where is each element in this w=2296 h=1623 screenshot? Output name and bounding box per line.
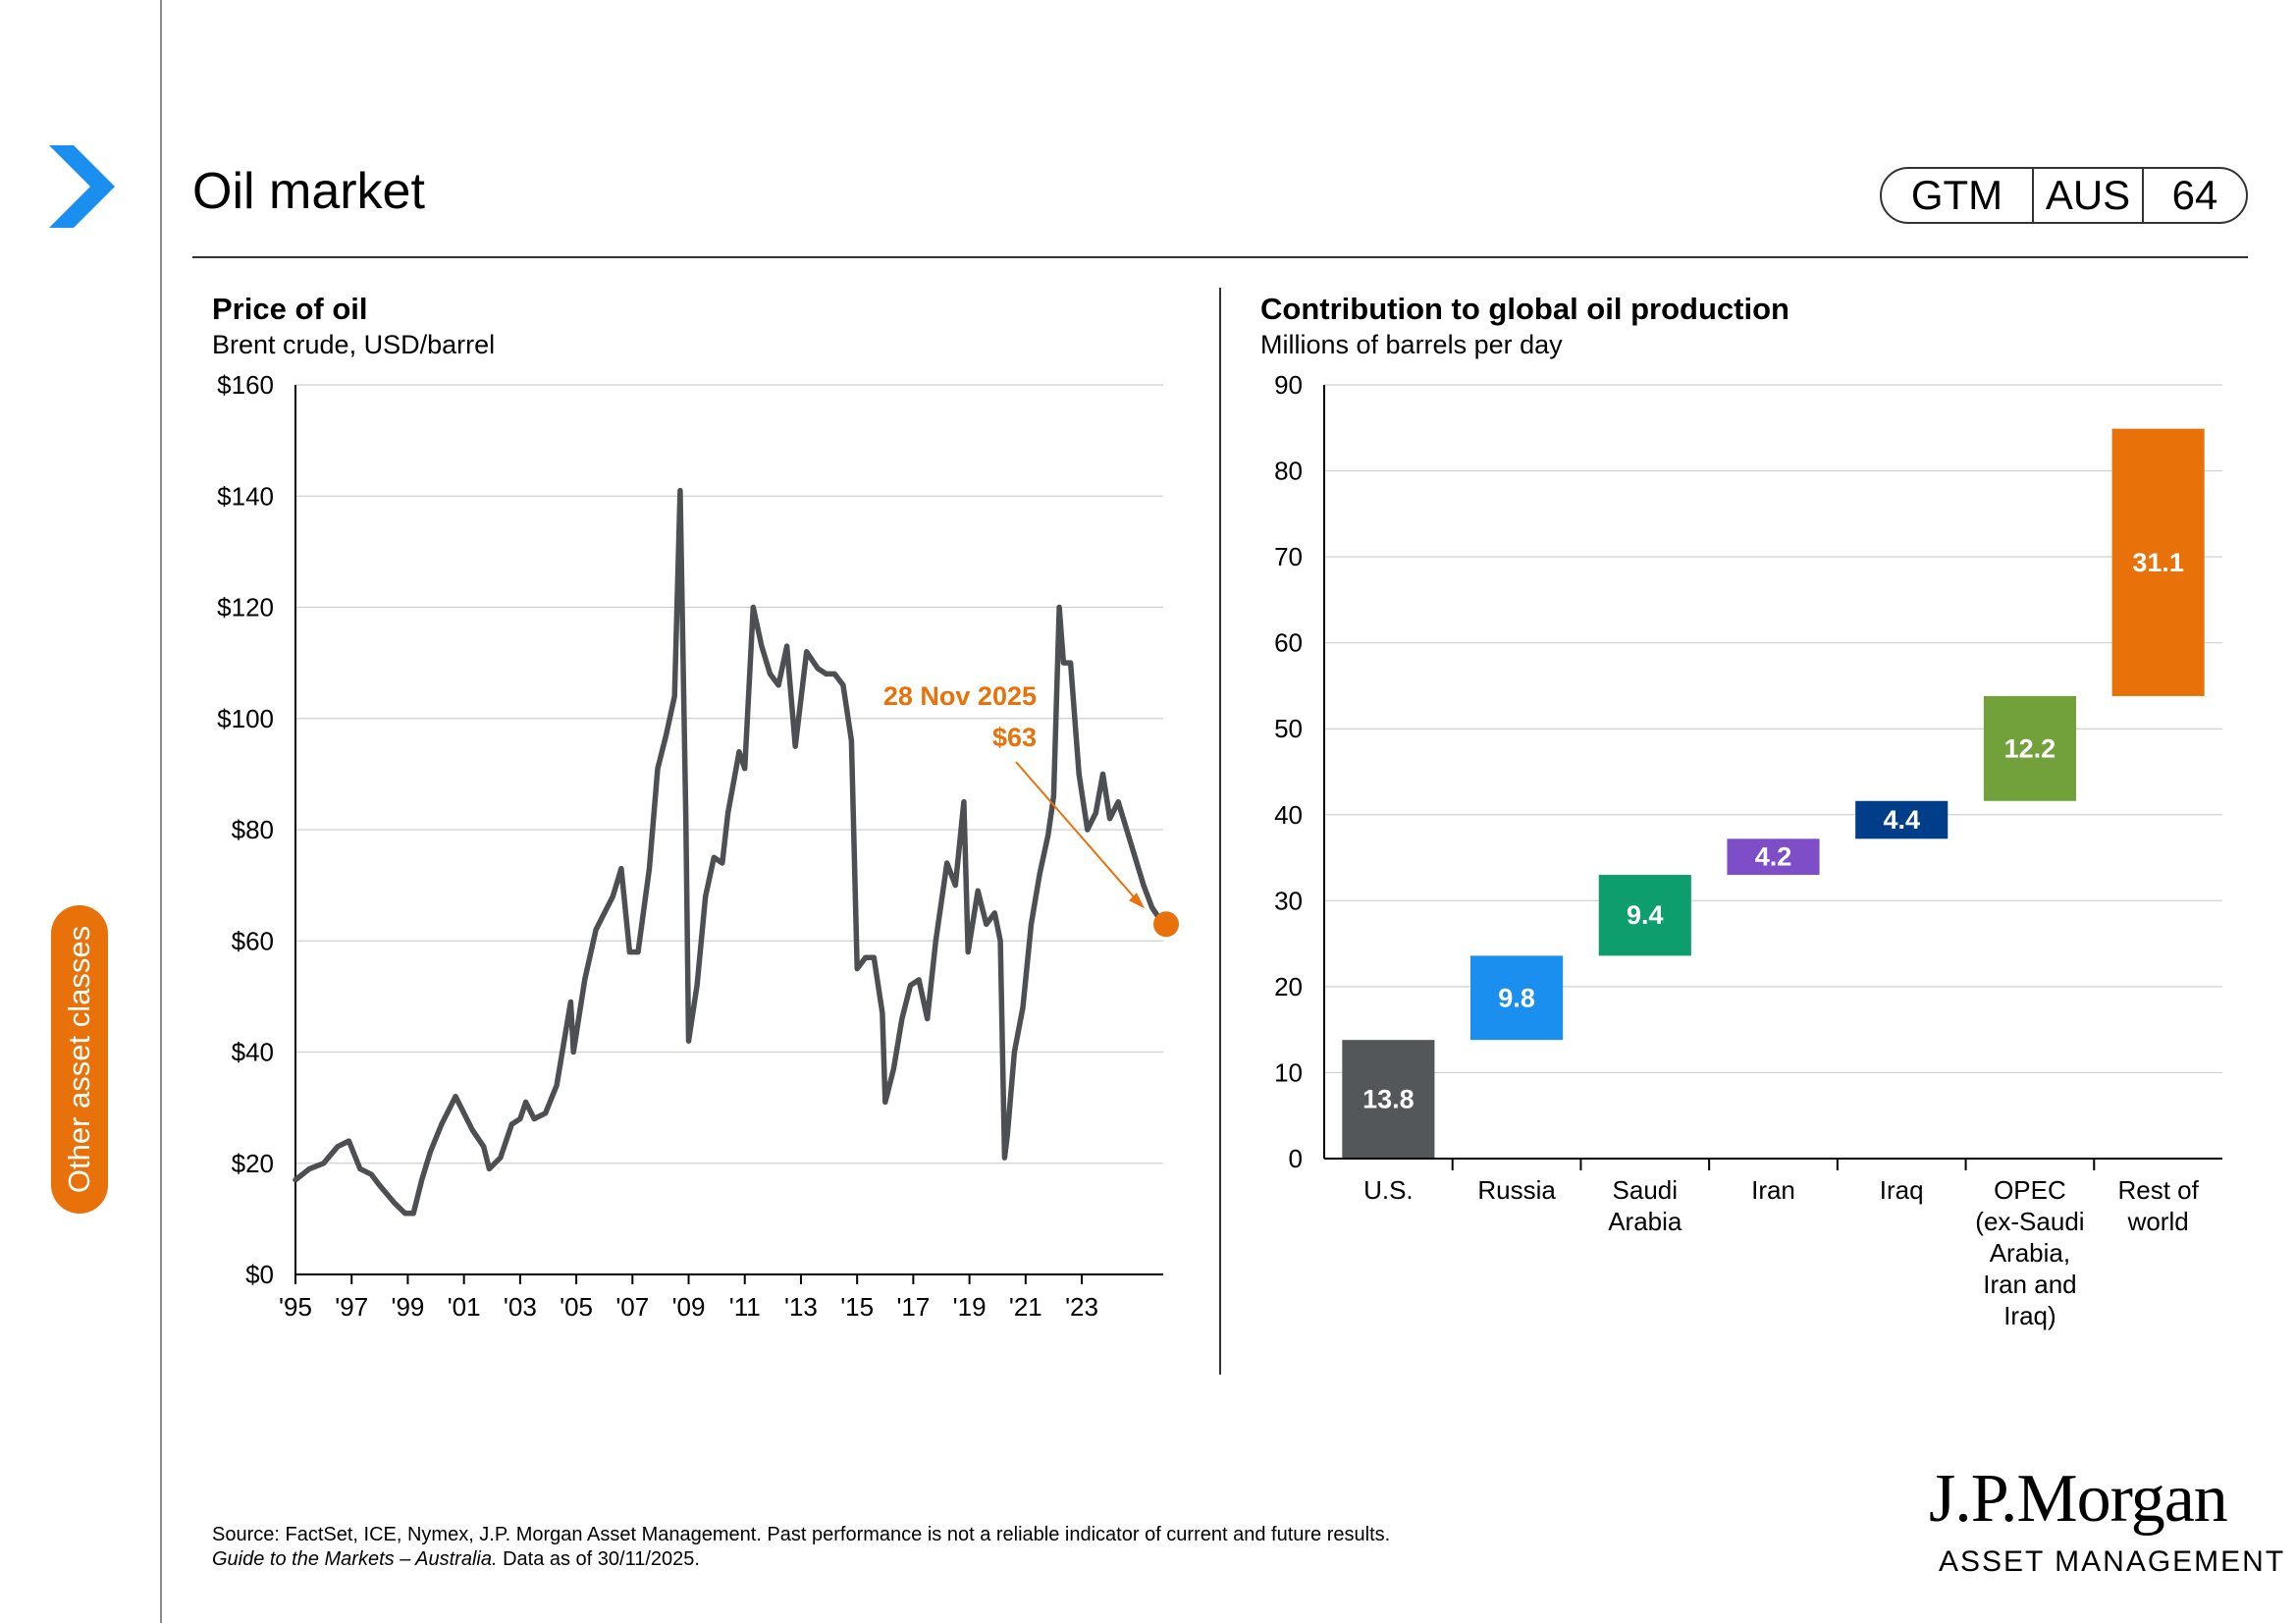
y-tick-label: 10 xyxy=(1274,1057,1303,1087)
x-tick-label: '03 xyxy=(504,1292,537,1322)
x-category-label: Iran xyxy=(1751,1175,1795,1205)
footnote-data-date: Data as of 30/11/2025. xyxy=(497,1548,700,1570)
y-tick-label: 90 xyxy=(1274,370,1303,400)
brent-price-line xyxy=(293,487,1166,1217)
x-category-label: Iran and xyxy=(1983,1270,2076,1299)
latest-price-marker xyxy=(1153,911,1179,938)
x-tick-label: '21 xyxy=(1009,1292,1042,1322)
x-category-label: OPEC xyxy=(1994,1175,2066,1205)
y-tick-label: $0 xyxy=(245,1260,274,1289)
bar-value-label: 9.4 xyxy=(1627,900,1664,930)
y-tick-label: $40 xyxy=(232,1038,274,1067)
footnote-line-1: Source: FactSet, ICE, Nymex, J.P. Morgan… xyxy=(212,1524,1391,1545)
x-tick-label: '01 xyxy=(448,1292,481,1322)
x-category-label: world xyxy=(2127,1207,2189,1236)
price-chart-subtitle: Brent crude, USD/barrel xyxy=(212,330,496,359)
y-tick-label: 20 xyxy=(1274,972,1303,1001)
x-tick-label: '95 xyxy=(279,1292,312,1322)
waterfall-bar xyxy=(1855,800,1949,839)
footnote-publication: Guide to the Markets – Australia. xyxy=(212,1548,498,1570)
side-tab-other-asset-classes[interactable]: Other asset classes xyxy=(51,905,108,1214)
x-tick-label: '23 xyxy=(1065,1292,1098,1322)
y-tick-label: $120 xyxy=(217,593,274,622)
y-tick-label: 80 xyxy=(1274,457,1303,486)
bar-value-label: 12.2 xyxy=(2004,733,2056,763)
page-title: Oil market xyxy=(192,163,425,220)
y-tick-label: $140 xyxy=(217,481,274,511)
x-category-label: Saudi xyxy=(1613,1175,1679,1205)
x-tick-label: '17 xyxy=(896,1292,930,1322)
x-tick-label: '09 xyxy=(672,1292,706,1322)
badge-guide: GTM xyxy=(1882,169,2034,222)
y-tick-label: 40 xyxy=(1274,800,1303,830)
y-tick-label: 0 xyxy=(1289,1144,1303,1173)
oil-production-chart: 0 10 20 30 40 50 60 70 80 90 13.8 U.S. 9.8 Russia 9.4 S… xyxy=(1274,370,2222,1330)
x-tick-label: '07 xyxy=(615,1292,649,1322)
y-tick-label: $80 xyxy=(232,815,274,844)
x-tick-label: '05 xyxy=(560,1292,593,1322)
waterfall-bar xyxy=(1470,955,1564,1041)
bar-value-label: 4.2 xyxy=(1755,842,1792,872)
x-tick-label: '15 xyxy=(840,1292,874,1322)
production-chart-subtitle: Millions of barrels per day xyxy=(1260,330,1563,359)
x-tick-label: '11 xyxy=(729,1292,761,1322)
y-tick-label: $160 xyxy=(217,370,274,400)
waterfall-bar xyxy=(1983,695,2076,801)
annotation-arrow-head xyxy=(1129,893,1145,909)
source-footnote: Source: FactSet, ICE, Nymex, J.P. Morgan… xyxy=(212,1523,1390,1572)
x-category-label: (ex-Saudi xyxy=(1975,1207,2084,1236)
x-category-label: Arabia xyxy=(1608,1207,1682,1236)
asset-management-wordmark: ASSET MANAGEMENT xyxy=(1939,1545,2286,1578)
price-of-oil-chart: $0 $20 $40 $60 $80 $100 $120 $140 $160 '95 '97 '99 '… xyxy=(217,370,1179,1322)
annotation-arrow-line xyxy=(1015,761,1140,903)
y-tick-label: 30 xyxy=(1274,886,1303,915)
x-category-label: Rest of xyxy=(2117,1175,2199,1205)
x-category-label: Iraq) xyxy=(2003,1301,2056,1330)
bar-value-label: 4.4 xyxy=(1883,805,1920,835)
left-vertical-rule xyxy=(160,0,162,1623)
waterfall-bar xyxy=(1598,875,1691,956)
production-chart-title: Contribution to global oil production xyxy=(1260,292,1789,326)
annotation-value: $63 xyxy=(992,723,1037,752)
y-tick-label: 70 xyxy=(1274,542,1303,571)
waterfall-bar xyxy=(2111,428,2205,696)
annotation-date: 28 Nov 2025 xyxy=(883,681,1037,711)
badge-region: AUS xyxy=(2034,169,2144,222)
x-category-label: Arabia, xyxy=(1990,1238,2070,1268)
x-category-label: U.S. xyxy=(1363,1175,1414,1205)
x-category-label: Russia xyxy=(1477,1175,1556,1205)
footnote-line-2: Guide to the Markets – Australia. Data a… xyxy=(212,1547,1390,1572)
x-tick-label: '99 xyxy=(391,1292,424,1322)
page-badge: GTM AUS 64 xyxy=(1880,167,2248,224)
waterfall-bar xyxy=(1727,839,1820,876)
x-tick-label: '13 xyxy=(784,1292,818,1322)
bar-value-label: 31.1 xyxy=(2132,548,2184,577)
x-tick-label: '19 xyxy=(953,1292,987,1322)
chevron-right-icon[interactable] xyxy=(44,137,123,236)
bar-value-label: 13.8 xyxy=(1362,1085,1415,1114)
jpmorgan-logo: J.P.Morgan xyxy=(1929,1461,2228,1537)
y-tick-label: 60 xyxy=(1274,628,1303,658)
x-tick-label: '97 xyxy=(335,1292,368,1322)
y-tick-label: $20 xyxy=(232,1149,274,1178)
panel-divider xyxy=(1219,288,1221,1375)
bar-value-label: 9.8 xyxy=(1498,983,1535,1012)
waterfall-bar xyxy=(1342,1040,1435,1159)
x-category-label: Iraq xyxy=(1880,1175,1924,1205)
y-tick-label: $60 xyxy=(232,926,274,955)
header-divider xyxy=(192,256,2248,258)
y-tick-label: 50 xyxy=(1274,714,1303,743)
price-chart-title: Price of oil xyxy=(212,292,368,326)
badge-page-number: 64 xyxy=(2171,172,2218,218)
y-tick-label: $100 xyxy=(217,704,274,733)
